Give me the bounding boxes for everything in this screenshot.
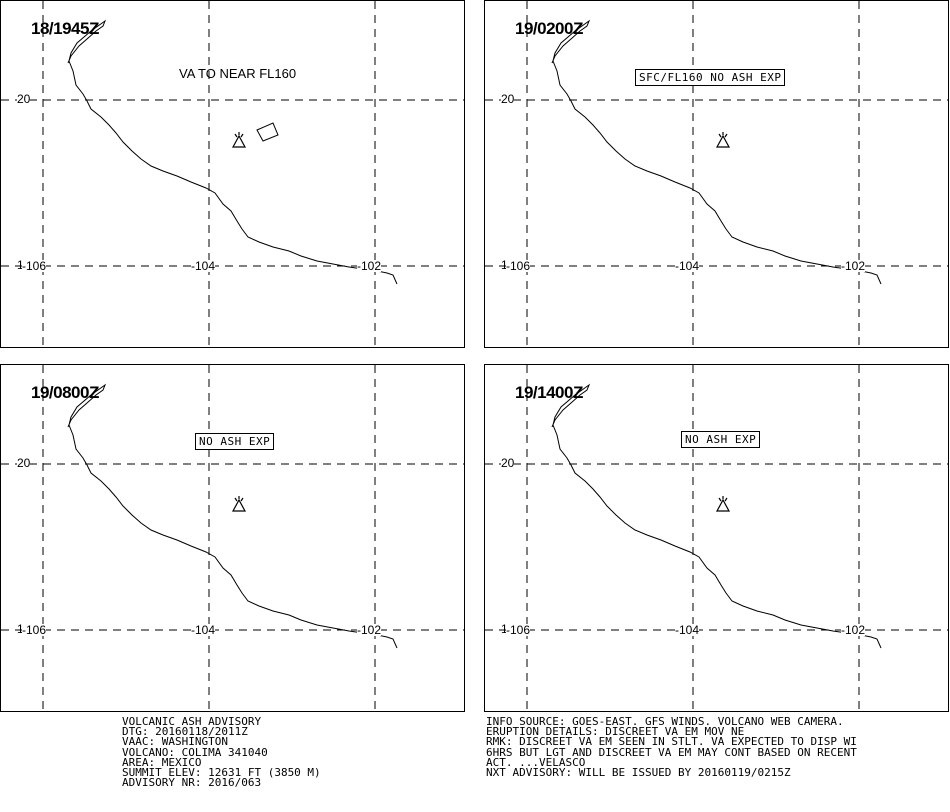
coastline bbox=[67, 383, 398, 649]
forecast-note: SFC/FL160 NO ASH EXP bbox=[635, 69, 786, 86]
volcano-triangle-icon bbox=[231, 496, 247, 512]
volcano-triangle-icon bbox=[715, 496, 731, 512]
forecast-time-label: 19/0200Z bbox=[515, 19, 583, 38]
lon-label-102: -102 bbox=[841, 623, 866, 637]
volcano-triangle-icon bbox=[231, 132, 247, 148]
lat-label-20: 20 bbox=[17, 92, 31, 106]
advisory-line: VOLCANIC ASH ADVISORY bbox=[122, 715, 262, 728]
lon-label-106: -106 bbox=[506, 623, 531, 637]
lat-lon-grid bbox=[485, 1, 948, 347]
map-canvas bbox=[1, 1, 464, 347]
lon-label-106: -106 bbox=[22, 623, 47, 637]
forecast-note: VA TO NEAR FL160 bbox=[179, 66, 297, 81]
lat-lon-grid bbox=[1, 365, 464, 711]
advisory-line: RMK: DISCREET VA EM SEEN IN STLT. VA EXP… bbox=[486, 735, 857, 749]
advisory-line: ADVISORY NR: 2016/063 bbox=[122, 776, 262, 790]
advisory-line: ERUPTION DETAILS: DISCREET VA EM MOV NE bbox=[486, 725, 745, 739]
advisory-line: ACT. ...VELASCO bbox=[486, 755, 586, 769]
lon-label-104: -104 bbox=[675, 623, 700, 637]
map-canvas bbox=[485, 1, 948, 347]
map-canvas bbox=[1, 365, 464, 711]
map-canvas bbox=[485, 365, 948, 711]
advisory-line: SUMMIT ELEV: 12631 FT (3850 M) bbox=[122, 766, 321, 780]
forecast-time-label: 19/1400Z bbox=[515, 383, 583, 402]
coastline bbox=[551, 383, 882, 649]
advisory-line: AREA: MEXICO bbox=[122, 755, 202, 769]
lon-label-104: -104 bbox=[191, 259, 216, 273]
advisory-line: NXT ADVISORY: WILL BE ISSUED BY 20160119… bbox=[486, 766, 791, 780]
lat-lon-grid bbox=[1, 1, 464, 347]
lon-label-102: -102 bbox=[841, 259, 866, 273]
advisory-line: DTG: 20160118/2011Z bbox=[122, 725, 248, 739]
forecast-note: NO ASH EXP bbox=[195, 433, 275, 450]
lon-label-102: -102 bbox=[357, 623, 382, 637]
forecast-time-label: 18/1945Z bbox=[31, 19, 99, 38]
lat-label-20: 20 bbox=[17, 456, 31, 470]
advisory-line: INFO SOURCE: GOES-EAST. GFS WINDS. VOLCA… bbox=[486, 715, 844, 728]
forecast-time-label: 19/0800Z bbox=[31, 383, 99, 402]
lon-label-104: -104 bbox=[191, 623, 216, 637]
advisory-line: VOLCANO: COLIMA 341040 bbox=[122, 745, 268, 759]
advisory-details-text: INFO SOURCE: GOES-EAST. GFS WINDS. VOLCA… bbox=[486, 715, 857, 780]
volcano-triangle-icon bbox=[715, 132, 731, 148]
forecast-note: NO ASH EXP bbox=[681, 431, 761, 448]
lon-label-104: -104 bbox=[675, 259, 700, 273]
coastline bbox=[551, 19, 882, 285]
lon-label-106: -106 bbox=[22, 259, 47, 273]
ash-cloud-polygon bbox=[256, 122, 279, 142]
advisory-line: 6HRS BUT LGT AND DISCREET VA EM MAY CONT… bbox=[486, 745, 857, 759]
lon-label-102: -102 bbox=[357, 259, 382, 273]
lat-label-20: 20 bbox=[501, 456, 515, 470]
lon-label-106: -106 bbox=[506, 259, 531, 273]
coastline bbox=[67, 19, 398, 285]
advisory-line: VAAC: WASHINGTON bbox=[122, 735, 228, 749]
advisory-header-text: VOLCANIC ASH ADVISORY DTG: 20160118/2011Z… bbox=[122, 715, 321, 790]
lat-label-20: 20 bbox=[501, 92, 515, 106]
lat-lon-grid bbox=[485, 365, 948, 711]
